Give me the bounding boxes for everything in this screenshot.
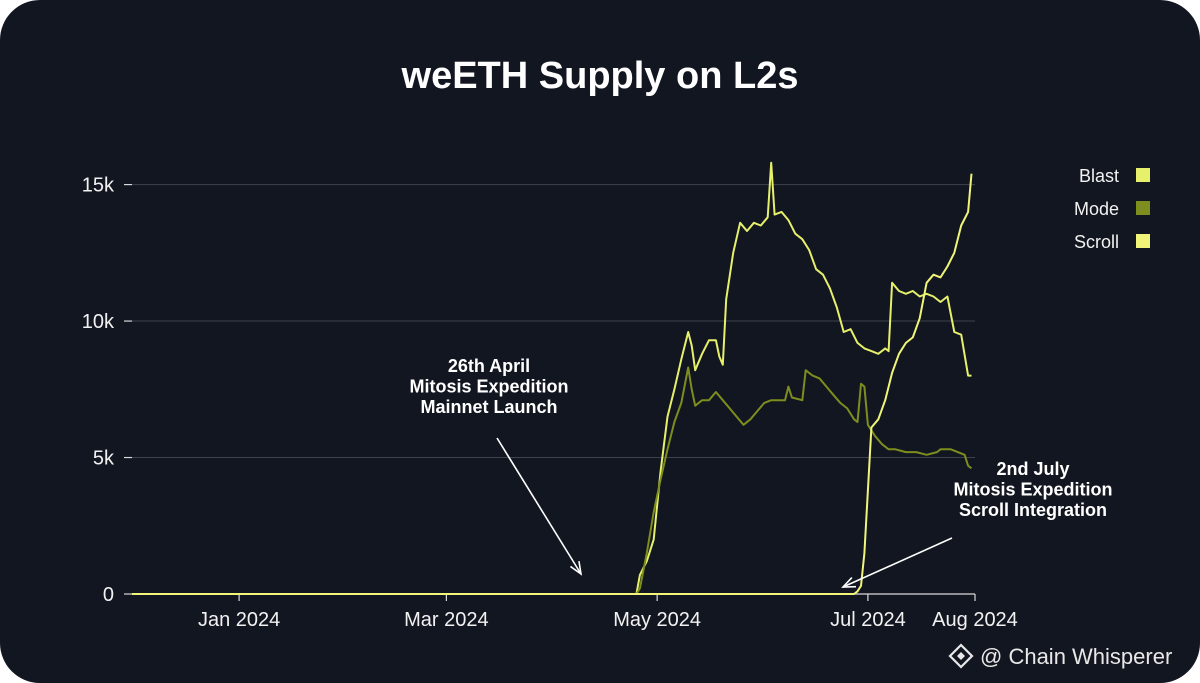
y-axis-ticks: 0 5k 10k 15k xyxy=(82,175,132,606)
legend-swatch xyxy=(1136,201,1150,215)
annotation-line: 2nd July xyxy=(996,459,1069,479)
watermark: @ Chain Whisperer xyxy=(948,643,1172,669)
y-tick-label: 0 xyxy=(103,584,114,606)
legend-label: Mode xyxy=(1074,199,1119,219)
series-line-blast xyxy=(132,161,972,595)
series-line-scroll xyxy=(132,173,973,595)
x-tick-label: Jan 2024 xyxy=(198,609,280,631)
watermark-text: @ Chain Whisperer xyxy=(980,644,1172,669)
annotation-line: Mitosis Expedition xyxy=(409,377,568,397)
series-line-mode xyxy=(132,366,973,595)
x-tick-label: Aug 2024 xyxy=(932,609,1018,631)
legend-item-scroll[interactable]: Scroll xyxy=(1074,232,1150,252)
legend[interactable]: Blast Mode Scroll xyxy=(1074,166,1150,252)
legend-swatch xyxy=(1136,234,1150,248)
legend-swatch xyxy=(1136,168,1150,182)
grid-lines xyxy=(132,184,975,459)
series-lines xyxy=(132,161,973,595)
chart-title: weETH Supply on L2s xyxy=(401,55,799,97)
legend-item-mode[interactable]: Mode xyxy=(1074,199,1150,219)
legend-label: Blast xyxy=(1079,166,1119,186)
binance-diamond-icon xyxy=(948,643,974,669)
x-tick-label: Mar 2024 xyxy=(404,609,489,631)
annotation-arrow-head xyxy=(841,576,857,588)
x-axis-ticks: Jan 2024 Mar 2024 May 2024 Jul 2024 Aug 2024 xyxy=(198,594,1018,631)
annotation-arrow-head xyxy=(569,561,583,576)
legend-item-blast[interactable]: Blast xyxy=(1079,166,1150,186)
annotation-arrow-shaft xyxy=(496,437,582,575)
y-tick-label: 5k xyxy=(93,448,115,470)
x-tick-label: Jul 2024 xyxy=(830,609,906,631)
annotation-arrow-shaft xyxy=(842,537,953,588)
annotation-line: Mitosis Expedition xyxy=(953,480,1112,500)
x-tick-label: May 2024 xyxy=(613,609,701,631)
legend-label: Scroll xyxy=(1074,232,1119,252)
y-tick-label: 15k xyxy=(82,175,115,197)
y-tick-label: 10k xyxy=(82,311,115,333)
annotation-line: Mainnet Launch xyxy=(420,397,557,417)
annotation-line: Scroll Integration xyxy=(959,500,1107,520)
annotation-line: 26th April xyxy=(448,356,530,376)
